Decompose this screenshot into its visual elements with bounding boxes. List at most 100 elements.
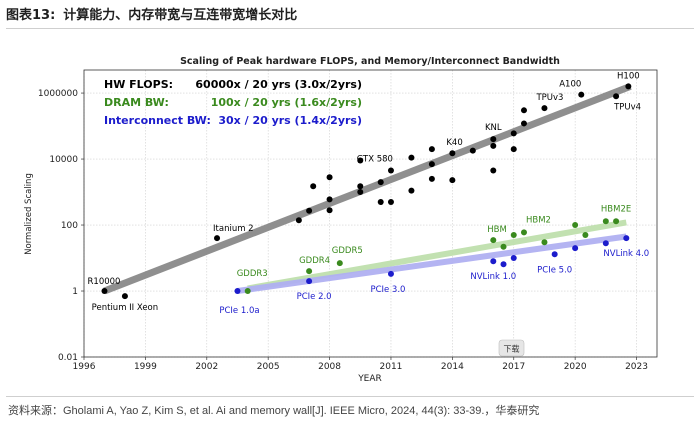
point-label: TPUv4 xyxy=(613,102,641,112)
point-label: NVLink 4.0 xyxy=(603,249,649,259)
data-point xyxy=(387,167,394,174)
data-point xyxy=(428,161,435,168)
x-tick-label: 1999 xyxy=(134,362,157,372)
data-point xyxy=(490,167,497,174)
data-point xyxy=(295,217,302,224)
data-point xyxy=(306,278,313,285)
data-point xyxy=(520,120,527,127)
figure-header: 图表13: 计算能力、内存带宽与互连带宽增长对比 xyxy=(6,4,694,26)
data-point xyxy=(520,107,527,114)
data-point xyxy=(551,251,558,258)
x-tick-label: 1996 xyxy=(73,362,96,372)
data-point xyxy=(510,130,517,137)
data-point xyxy=(428,175,435,182)
data-point xyxy=(387,270,394,277)
download-button[interactable]: 下载 xyxy=(498,339,525,357)
footer-divider xyxy=(6,396,694,397)
point-label: PCIe 1.0a xyxy=(219,306,259,316)
point-label: GDDR3 xyxy=(237,269,268,279)
point-label: KNL xyxy=(485,123,502,133)
x-tick-label: 2014 xyxy=(441,362,464,372)
point-label: R10000 xyxy=(88,277,121,287)
data-point xyxy=(510,146,517,153)
data-point xyxy=(326,174,333,181)
header-divider xyxy=(6,28,694,29)
data-point xyxy=(602,240,609,247)
legend-entry-name: HW FLOPS: xyxy=(104,78,173,91)
data-point xyxy=(572,245,579,252)
point-label: PCIe 2.0 xyxy=(297,292,332,302)
data-point xyxy=(336,260,343,267)
data-point xyxy=(623,235,630,242)
x-axis-label: YEAR xyxy=(357,374,382,384)
data-point xyxy=(520,229,527,236)
data-point xyxy=(613,218,620,225)
y-tick-label: 10000 xyxy=(49,155,78,165)
point-label: NVLink 1.0 xyxy=(470,272,516,282)
y-tick-label: 100 xyxy=(61,221,78,231)
point-label: HBM2 xyxy=(526,215,551,225)
data-point xyxy=(377,198,384,205)
point-label: PCIe 5.0 xyxy=(537,265,572,275)
data-point xyxy=(541,105,548,112)
data-point xyxy=(613,93,620,100)
data-point xyxy=(326,196,333,203)
data-point xyxy=(234,288,241,295)
data-point xyxy=(490,136,497,143)
y-tick-label: 1 xyxy=(72,287,78,297)
point-label: A100 xyxy=(559,80,581,90)
point-label: H100 xyxy=(617,71,640,81)
data-point xyxy=(490,237,497,244)
figure-title: 计算能力、内存带宽与互连带宽增长对比 xyxy=(63,8,298,23)
data-point xyxy=(500,261,507,268)
data-points xyxy=(101,83,632,300)
data-point xyxy=(449,177,456,184)
data-point xyxy=(578,91,585,98)
point-label: PCIe 3.0 xyxy=(370,285,405,295)
data-point xyxy=(408,187,415,194)
data-point xyxy=(582,231,589,238)
y-tick-label: 1000000 xyxy=(38,89,78,99)
data-point xyxy=(306,207,313,214)
legend-entry-value: 60000x / 20 yrs (3.0x/2yrs) xyxy=(195,78,362,91)
trend-line xyxy=(237,233,627,294)
axis-ticks: 1996 1999 2002 2005 2008 2011 2014 2017 2020 2023… xyxy=(38,89,648,372)
data-point xyxy=(510,255,517,262)
data-point xyxy=(121,293,128,300)
point-label: Itanium 2 xyxy=(213,224,254,234)
point-label: K40 xyxy=(446,138,462,148)
x-tick-label: 2023 xyxy=(625,362,648,372)
data-point xyxy=(602,218,609,225)
point-label: Pentium II Xeon xyxy=(92,303,158,313)
x-tick-label: 2008 xyxy=(318,362,341,372)
point-label: HBM2E xyxy=(601,204,631,214)
source-note: 资料来源：Gholami A, Yao Z, Kim S, et al. Ai … xyxy=(8,405,540,417)
data-point xyxy=(357,157,364,164)
legend-entry-value: 30x / 20 yrs (1.4x/2yrs) xyxy=(218,114,362,127)
data-point xyxy=(541,239,548,246)
point-label: GDDR5 xyxy=(332,246,363,256)
chart-legend: HW FLOPS: 60000x / 20 yrs (3.0x/2yrs) DRAM… xyxy=(104,78,362,127)
trend-lines xyxy=(103,83,632,295)
data-point xyxy=(326,207,333,214)
point-labels: R10000 Pentium II Xeon Itanium 2 GTX 580 K40… xyxy=(88,71,650,316)
data-point xyxy=(387,198,394,205)
x-tick-label: 2017 xyxy=(502,362,525,372)
data-point xyxy=(500,243,507,250)
point-label: GDDR4 xyxy=(299,256,330,266)
data-point xyxy=(357,189,364,196)
data-point xyxy=(490,142,497,149)
legend-entry-value: 100x / 20 yrs (1.6x/2yrs) xyxy=(211,96,362,109)
data-point xyxy=(510,231,517,238)
data-point xyxy=(310,183,317,190)
data-point xyxy=(428,146,435,153)
legend-entry-name: Interconnect BW: xyxy=(104,114,211,127)
data-point xyxy=(625,83,632,90)
point-label: GTX 580 xyxy=(357,154,393,164)
trend-line xyxy=(247,219,627,292)
data-point xyxy=(490,258,497,265)
point-label: TPUv3 xyxy=(535,93,563,103)
point-label: HBM xyxy=(487,225,507,235)
download-button-label: 下载 xyxy=(504,344,520,354)
data-point xyxy=(377,179,384,186)
